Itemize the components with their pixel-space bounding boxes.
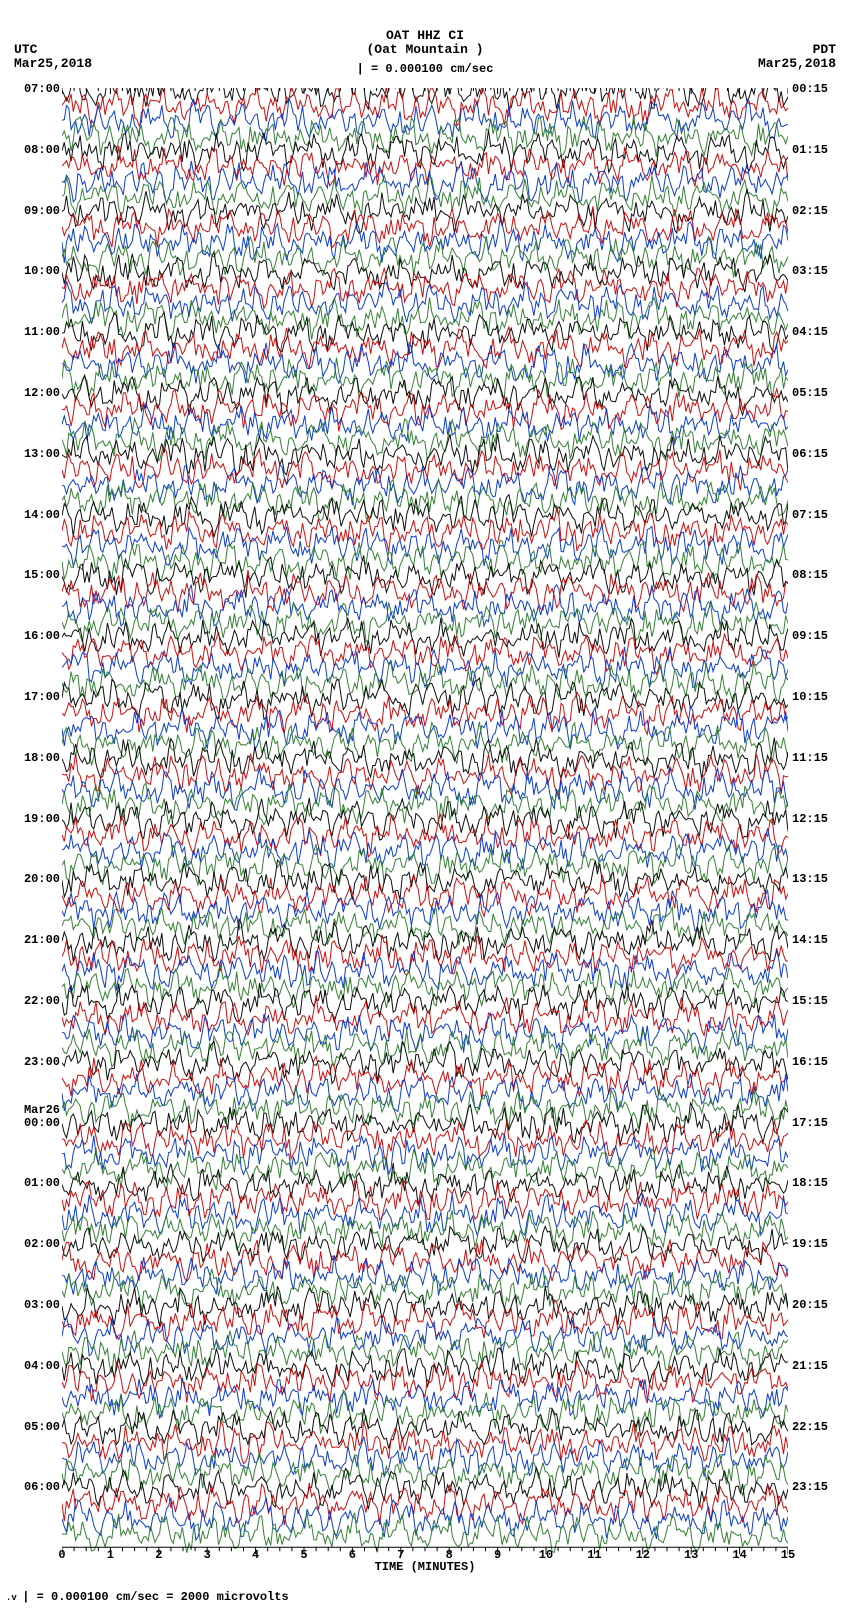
pdt-hour-label: 22:15 — [792, 1420, 828, 1434]
scale-indicator: | = 0.000100 cm/sec — [0, 62, 850, 76]
utc-hour-label: 03:00 — [24, 1298, 60, 1312]
utc-hour-label: 12:00 — [24, 386, 60, 400]
utc-hour-label: 20:00 — [24, 872, 60, 886]
utc-hour-label: 23:00 — [24, 1055, 60, 1069]
utc-hour-label: 16:00 — [24, 629, 60, 643]
pdt-hour-label: 00:15 — [792, 82, 828, 96]
pdt-hour-label: 08:15 — [792, 568, 828, 582]
utc-hour-label: 14:00 — [24, 508, 60, 522]
pdt-hour-label: 16:15 — [792, 1055, 828, 1069]
utc-hour-label: 19:00 — [24, 812, 60, 826]
pdt-hour-label: 01:15 — [792, 143, 828, 157]
utc-hour-label: 05:00 — [24, 1420, 60, 1434]
pdt-hour-label: 10:15 — [792, 690, 828, 704]
utc-hour-label: 11:00 — [24, 325, 60, 339]
timezone-right: PDT — [813, 42, 836, 57]
pdt-hour-label: 05:15 — [792, 386, 828, 400]
pdt-hour-label: 02:15 — [792, 204, 828, 218]
pdt-hour-label: 17:15 — [792, 1116, 828, 1130]
footer-scale-note: .v | = 0.000100 cm/sec = 2000 microvolts — [6, 1590, 289, 1604]
station-location: (Oat Mountain ) — [0, 42, 850, 57]
seismogram-plot — [62, 88, 788, 1548]
helicorder-container: OAT HHZ CI (Oat Mountain ) | = 0.000100 … — [0, 0, 850, 1613]
pdt-hour-label: 11:15 — [792, 751, 828, 765]
utc-hour-label: 13:00 — [24, 447, 60, 461]
pdt-hour-label: 23:15 — [792, 1480, 828, 1494]
pdt-hour-label: 13:15 — [792, 872, 828, 886]
pdt-hour-label: 20:15 — [792, 1298, 828, 1312]
utc-hour-label: 10:00 — [24, 264, 60, 278]
seismogram-svg — [62, 88, 788, 1558]
station-code: OAT HHZ CI — [0, 28, 850, 43]
utc-hour-label: 08:00 — [24, 143, 60, 157]
pdt-hour-label: 19:15 — [792, 1237, 828, 1251]
x-axis-label: TIME (MINUTES) — [0, 1560, 850, 1574]
pdt-hour-label: 21:15 — [792, 1359, 828, 1373]
utc-hour-label: 21:00 — [24, 933, 60, 947]
pdt-hour-label: 03:15 — [792, 264, 828, 278]
utc-hour-label: 04:00 — [24, 1359, 60, 1373]
utc-hour-label: 18:00 — [24, 751, 60, 765]
utc-hour-label: 01:00 — [24, 1176, 60, 1190]
utc-hour-label: 06:00 — [24, 1480, 60, 1494]
pdt-hour-label: 14:15 — [792, 933, 828, 947]
utc-hour-label: 00:00 — [24, 1116, 60, 1130]
date-left: Mar25,2018 — [14, 56, 92, 71]
timezone-left: UTC — [14, 42, 37, 57]
pdt-hour-label: 06:15 — [792, 447, 828, 461]
pdt-hour-label: 15:15 — [792, 994, 828, 1008]
utc-hour-label: 17:00 — [24, 690, 60, 704]
pdt-hour-label: 07:15 — [792, 508, 828, 522]
utc-hour-label: 09:00 — [24, 204, 60, 218]
date-right: Mar25,2018 — [758, 56, 836, 71]
utc-hour-label: 07:00 — [24, 82, 60, 96]
utc-hour-label: 02:00 — [24, 1237, 60, 1251]
utc-hour-label: 15:00 — [24, 568, 60, 582]
pdt-hour-label: 09:15 — [792, 629, 828, 643]
utc-hour-label: 22:00 — [24, 994, 60, 1008]
pdt-hour-label: 12:15 — [792, 812, 828, 826]
pdt-hour-label: 18:15 — [792, 1176, 828, 1190]
pdt-hour-label: 04:15 — [792, 325, 828, 339]
